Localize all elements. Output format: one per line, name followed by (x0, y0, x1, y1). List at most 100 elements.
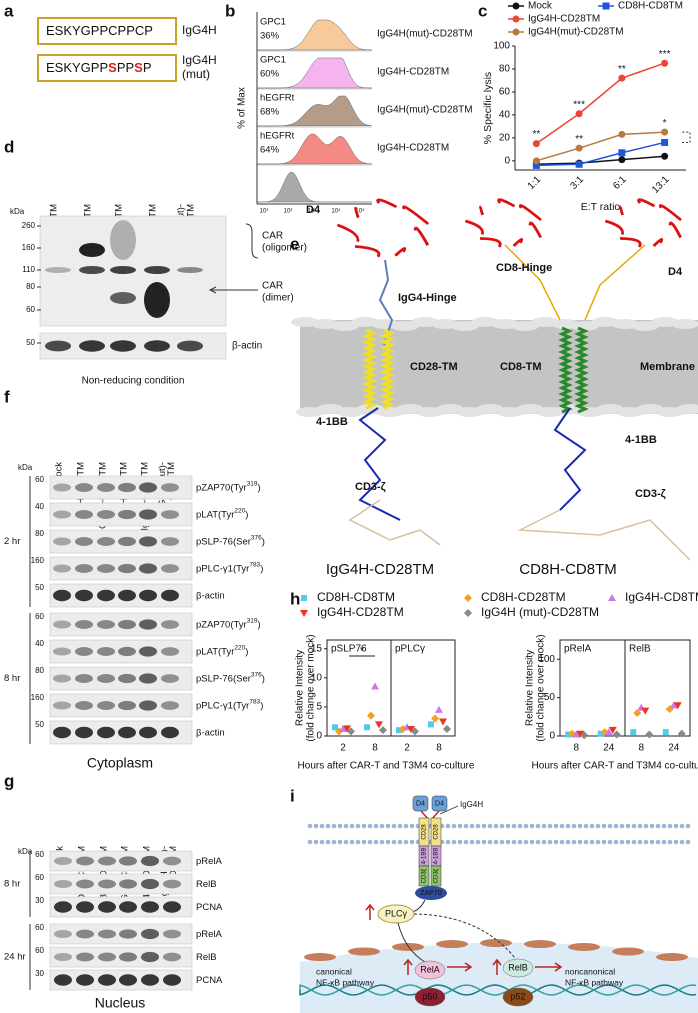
band (139, 482, 157, 493)
lipid (403, 839, 409, 845)
band (53, 564, 71, 573)
histogram (256, 95, 373, 127)
kda-label: kDa (18, 463, 33, 472)
legend-label: Mock (528, 1, 553, 12)
lipid (673, 839, 679, 845)
lipid (541, 839, 547, 845)
x-tick-label: 10³ (308, 209, 317, 215)
lipid (457, 839, 463, 845)
sequence-name: (mut) (182, 67, 210, 81)
histogram-name: IgG4H-CD28TM (377, 67, 449, 78)
legend-marker (512, 28, 520, 36)
lipid (565, 823, 571, 829)
band (161, 537, 179, 546)
histogram (256, 19, 373, 51)
kda-marker: 40 (35, 639, 44, 648)
x-tick-label: 3:1 (569, 174, 587, 192)
lipid (631, 823, 637, 829)
domain-label: CD3ζ (434, 868, 440, 883)
lipid (409, 839, 415, 845)
x-tick-label: 8 (436, 743, 442, 754)
row-site: 376 (251, 671, 262, 678)
y-tick-label: 0 (504, 155, 510, 166)
bracket (245, 223, 259, 259)
domain-label: 4-1BB (434, 848, 440, 865)
y-tick-label: 5 (316, 702, 322, 713)
y-tick-label: 50 (544, 692, 556, 703)
lipid (481, 839, 487, 845)
x-tick-label: 10⁴ (331, 208, 341, 215)
pathway-label: canonical (316, 966, 352, 976)
lipid (493, 839, 499, 845)
panel-label: b (225, 1, 235, 20)
lipid (457, 823, 463, 829)
nuclear-pore (480, 939, 512, 947)
lipid (463, 823, 469, 829)
histogram-name: IgG4H(mut)-CD28TM (377, 29, 473, 40)
y-axis-label: Relative Intensity (295, 650, 306, 726)
row-name: pRelA (196, 856, 223, 867)
sequence-box (37, 17, 177, 45)
lipid (355, 839, 361, 845)
band (141, 928, 159, 940)
protein (414, 987, 446, 1007)
domain (637, 198, 656, 208)
loading-label: β-actin (232, 341, 262, 352)
row-name: β-actin (196, 590, 225, 601)
band (53, 589, 71, 602)
lipid (685, 839, 691, 845)
band (75, 483, 93, 492)
kda-marker: 60 (35, 612, 44, 621)
band (118, 673, 136, 684)
band (139, 673, 157, 684)
point (367, 711, 375, 720)
lipid (601, 823, 607, 829)
lipid (679, 823, 685, 829)
band (53, 701, 71, 710)
row-label: pPLC-γ1(Tyr783) (196, 698, 263, 711)
band-label: (oligomer) (262, 243, 307, 254)
lipid (331, 823, 337, 829)
row-close: ) (245, 509, 248, 520)
panel-label: a (4, 1, 14, 20)
up-arrow (365, 903, 375, 920)
domain (465, 219, 484, 235)
row-name: pRelA (196, 929, 223, 940)
point (339, 725, 347, 733)
lipid (379, 839, 385, 845)
x-tick-label: 2 (340, 743, 346, 754)
sequence: ESKYGPPSPPSP (46, 60, 152, 75)
legend-marker (464, 609, 472, 617)
lipid (475, 839, 481, 845)
band (163, 974, 181, 986)
band (110, 340, 136, 352)
lipid (613, 823, 619, 829)
row-site: 783 (249, 698, 260, 705)
domain (354, 245, 380, 258)
y-tick-label: 40 (499, 110, 511, 121)
band (161, 589, 179, 602)
band (53, 483, 71, 492)
series-line (536, 131, 665, 162)
row-site: 220 (234, 507, 245, 514)
point (618, 156, 626, 164)
band (53, 647, 71, 656)
kda-marker: 60 (35, 873, 44, 882)
lipid (349, 839, 355, 845)
band (75, 726, 93, 739)
lipid (499, 839, 505, 845)
x-tick-label: 6:1 (611, 174, 629, 192)
histogram-name: IgG4H(mut)-CD28TM (377, 105, 473, 116)
band (53, 674, 71, 683)
nuclear-pore (348, 947, 380, 956)
row-label: pRelA (196, 929, 223, 940)
point (618, 149, 626, 157)
x-axis-label: E:T ratio (581, 201, 621, 213)
nuclear-pore (304, 953, 336, 962)
lipid (541, 823, 547, 829)
protein (502, 958, 534, 978)
band (163, 879, 181, 889)
kda-marker: 60 (35, 850, 44, 859)
coil (378, 259, 394, 346)
kda-marker: 60 (35, 946, 44, 955)
